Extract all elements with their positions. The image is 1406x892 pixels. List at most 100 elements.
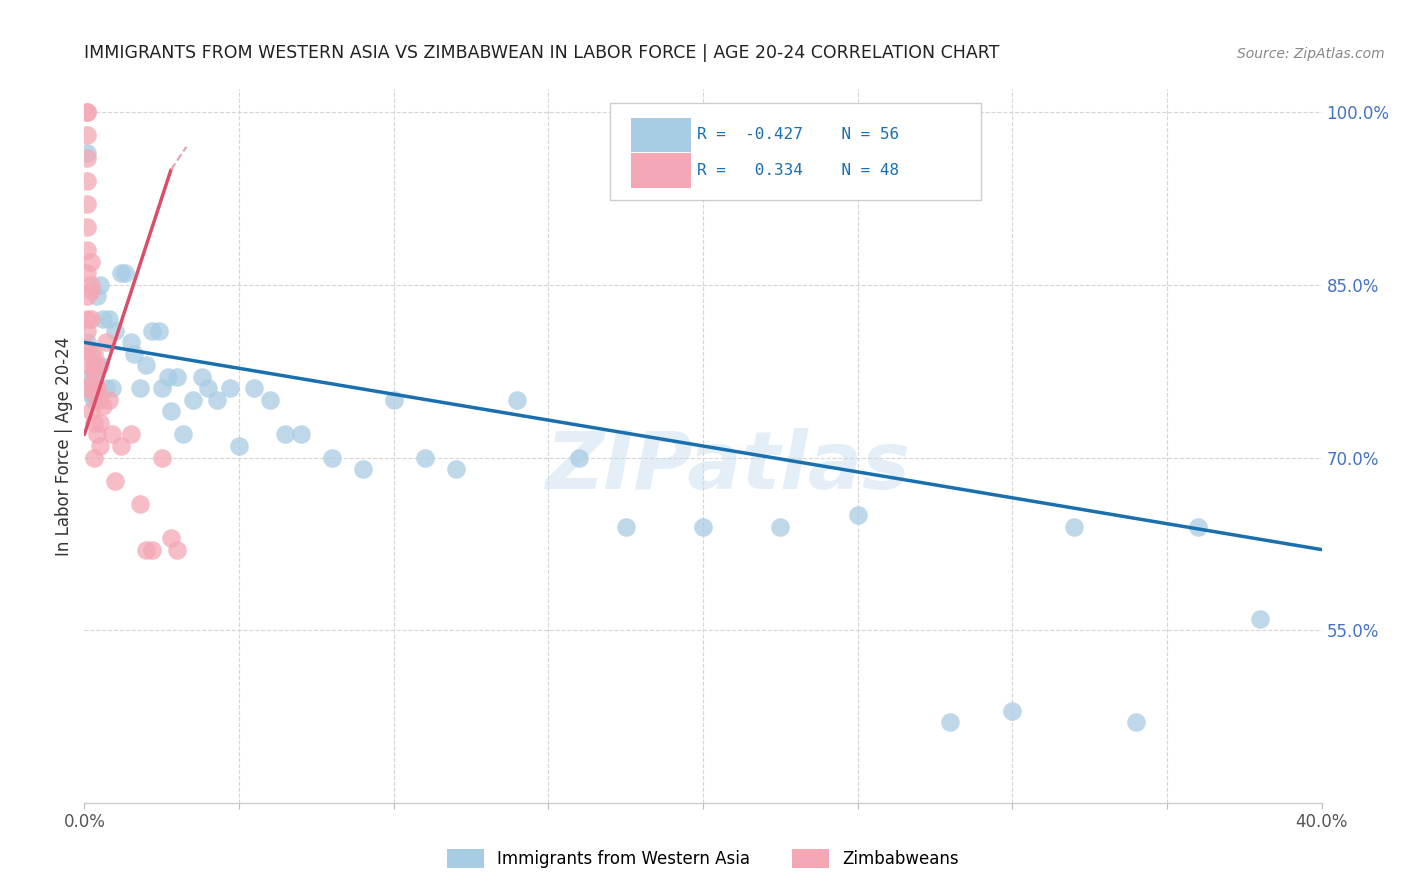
- Point: [79, 347, 101, 361]
- Point: [79, 277, 101, 292]
- Point: [413, 450, 436, 465]
- Point: [197, 381, 219, 395]
- Point: [89, 416, 111, 430]
- Point: [79, 404, 101, 418]
- Point: [76, 381, 98, 395]
- Point: [321, 450, 343, 465]
- Point: [91, 312, 114, 326]
- Point: [89, 359, 111, 373]
- Point: [1063, 519, 1085, 533]
- Point: [76, 151, 98, 165]
- Point: [79, 387, 101, 401]
- Point: [614, 519, 637, 533]
- Point: [101, 427, 124, 442]
- Point: [76, 335, 98, 350]
- Point: [120, 427, 142, 442]
- Point: [79, 312, 101, 326]
- Point: [79, 376, 101, 390]
- Point: [568, 450, 591, 465]
- Point: [76, 244, 98, 258]
- Point: [207, 392, 229, 407]
- Point: [382, 392, 405, 407]
- Point: [86, 381, 108, 395]
- FancyBboxPatch shape: [631, 153, 690, 187]
- Y-axis label: In Labor Force | Age 20-24: In Labor Force | Age 20-24: [55, 336, 73, 556]
- Point: [172, 427, 194, 442]
- Point: [769, 519, 792, 533]
- Point: [160, 531, 183, 545]
- Point: [135, 542, 157, 557]
- Point: [91, 399, 114, 413]
- Point: [86, 381, 108, 395]
- Point: [76, 289, 98, 303]
- Point: [141, 324, 163, 338]
- Point: [76, 220, 98, 235]
- Point: [444, 462, 467, 476]
- Point: [83, 381, 105, 395]
- Point: [506, 392, 529, 407]
- Point: [89, 392, 111, 407]
- Point: [104, 474, 127, 488]
- Point: [1249, 612, 1271, 626]
- FancyBboxPatch shape: [631, 118, 690, 152]
- Point: [86, 427, 108, 442]
- Point: [94, 381, 117, 395]
- Point: [150, 450, 173, 465]
- Point: [160, 404, 183, 418]
- Point: [89, 277, 111, 292]
- Point: [218, 381, 240, 395]
- Point: [290, 427, 312, 442]
- Point: [191, 370, 214, 384]
- Point: [846, 508, 869, 522]
- Point: [166, 542, 188, 557]
- FancyBboxPatch shape: [610, 103, 981, 200]
- Legend: Immigrants from Western Asia, Zimbabweans: Immigrants from Western Asia, Zimbabwean…: [440, 842, 966, 875]
- Point: [76, 359, 98, 373]
- Point: [141, 542, 163, 557]
- Point: [76, 266, 98, 280]
- Point: [243, 381, 266, 395]
- Point: [692, 519, 714, 533]
- Point: [79, 284, 101, 298]
- Point: [83, 450, 105, 465]
- Point: [98, 312, 121, 326]
- Point: [86, 381, 108, 395]
- Point: [939, 715, 962, 730]
- Point: [76, 324, 98, 338]
- Point: [352, 462, 374, 476]
- Point: [1001, 704, 1024, 718]
- Point: [98, 392, 121, 407]
- Point: [83, 347, 105, 361]
- Point: [1125, 715, 1147, 730]
- Point: [76, 341, 98, 355]
- Point: [79, 255, 101, 269]
- Point: [76, 105, 98, 120]
- Point: [129, 497, 152, 511]
- Point: [181, 392, 204, 407]
- Text: Source: ZipAtlas.com: Source: ZipAtlas.com: [1237, 47, 1385, 61]
- Point: [83, 359, 105, 373]
- Point: [83, 392, 105, 407]
- Point: [83, 416, 105, 430]
- Point: [76, 197, 98, 211]
- Point: [83, 387, 105, 401]
- Point: [259, 392, 281, 407]
- Point: [150, 381, 173, 395]
- Point: [114, 266, 136, 280]
- Point: [101, 381, 124, 395]
- Text: R =  -0.427    N = 56: R = -0.427 N = 56: [697, 128, 898, 143]
- Point: [86, 359, 108, 373]
- Text: R =   0.334    N = 48: R = 0.334 N = 48: [697, 163, 898, 178]
- Point: [76, 174, 98, 188]
- Point: [83, 364, 105, 378]
- Point: [86, 289, 108, 303]
- Point: [76, 312, 98, 326]
- Point: [274, 427, 297, 442]
- Point: [166, 370, 188, 384]
- Point: [89, 439, 111, 453]
- Point: [94, 335, 117, 350]
- Point: [76, 105, 98, 120]
- Point: [110, 439, 132, 453]
- Point: [148, 324, 170, 338]
- Point: [228, 439, 250, 453]
